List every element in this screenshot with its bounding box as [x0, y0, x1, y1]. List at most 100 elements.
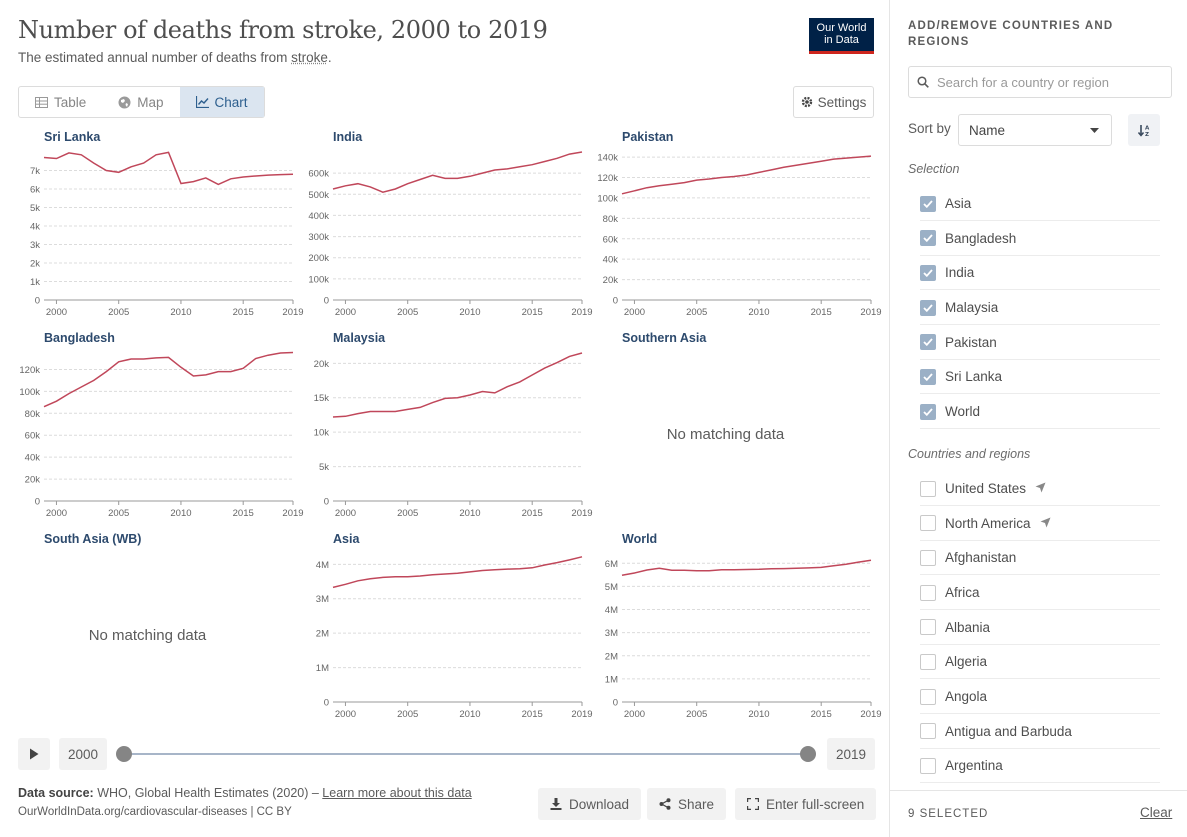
- x-tick-label: 2005: [397, 307, 418, 318]
- y-tick-label: 120k: [597, 173, 618, 184]
- source-url[interactable]: OurWorldInData.org/cardiovascular-diseas…: [18, 806, 292, 818]
- x-tick-label: 2015: [233, 508, 254, 519]
- settings-button[interactable]: Settings: [793, 86, 874, 118]
- facet-chart[interactable]: Bangladesh 0 20k 40k 60k 80k 100k 120k 2000 2005 2…: [0, 331, 303, 519]
- facet-chart[interactable]: Malaysia 0 5k 10k 15k 20k 2000 2005 2010 2015 2019: [289, 331, 593, 519]
- x-tick-label: 2015: [522, 709, 543, 720]
- facet-chart[interactable]: Asia 0 1M 2M 3M 4M 2000 2005 2010 2015 2019: [289, 532, 593, 720]
- x-tick-label: 2010: [459, 709, 480, 720]
- entity-name: Asia: [945, 196, 972, 211]
- entity-row[interactable]: Sri Lanka: [920, 360, 1160, 395]
- series-line: [43, 351, 294, 408]
- entity-row[interactable]: Angola: [920, 680, 1160, 715]
- x-tick-label: 2019: [282, 508, 303, 519]
- checkbox[interactable]: [920, 757, 936, 774]
- y-tick-label: 300k: [308, 232, 329, 243]
- search-input[interactable]: Search for a country or region: [908, 66, 1172, 98]
- x-tick-label: 2000: [46, 508, 67, 519]
- facet-chart[interactable]: World 0 1M 2M 3M 4M 5M 6M 2000 2005 2010 2015 2019: [578, 532, 882, 720]
- entity-row[interactable]: Argentina: [920, 749, 1160, 784]
- checkbox[interactable]: [920, 688, 936, 705]
- timeline-start-handle[interactable]: [116, 746, 132, 762]
- entity-row[interactable]: Afghanistan: [920, 541, 1160, 576]
- download-icon: [550, 798, 562, 810]
- checkmark-icon: [923, 338, 933, 347]
- checkmark-icon: [923, 199, 933, 208]
- share-button[interactable]: Share: [647, 788, 727, 820]
- tab-chart[interactable]: Chart: [179, 87, 264, 117]
- y-tick-label: 0: [35, 296, 40, 307]
- entity-row[interactable]: Pakistan: [920, 326, 1160, 360]
- entity-row[interactable]: Malaysia: [920, 291, 1160, 325]
- checkbox[interactable]: [920, 264, 936, 281]
- y-tick-label: 3M: [316, 594, 329, 605]
- x-tick-label: 2010: [170, 307, 191, 318]
- entity-row[interactable]: North America: [920, 507, 1160, 541]
- facet-title: World: [622, 532, 658, 546]
- checkbox[interactable]: [920, 584, 936, 601]
- checkbox[interactable]: [920, 368, 936, 385]
- checkbox[interactable]: [920, 653, 936, 670]
- learn-more-link[interactable]: Learn more about this data: [322, 786, 472, 800]
- download-button[interactable]: Download: [538, 788, 642, 820]
- entity-row[interactable]: Albania: [920, 611, 1160, 645]
- fullscreen-button[interactable]: Enter full-screen: [735, 788, 877, 820]
- checkbox[interactable]: [920, 619, 936, 636]
- x-tick-label: 2005: [108, 508, 129, 519]
- tab-table[interactable]: Table: [19, 87, 102, 117]
- entity-row[interactable]: United States: [920, 472, 1160, 506]
- y-tick-label: 10k: [314, 428, 330, 439]
- timeline-end-year[interactable]: 2019: [827, 738, 876, 770]
- x-tick-label: 2015: [522, 307, 543, 318]
- entity-row[interactable]: Africa: [920, 576, 1160, 610]
- entity-row[interactable]: Antigua and Barbuda: [920, 715, 1160, 749]
- clear-button[interactable]: Clear: [1140, 805, 1173, 820]
- facet-chart[interactable]: Pakistan 0 20k 40k 60k 80k 100k 120k 140k 2000 200…: [578, 130, 881, 318]
- y-tick-label: 60k: [603, 234, 619, 245]
- facet-chart[interactable]: India 0 100k 200k 300k 400k 500k 600k 2000 2005 20…: [289, 130, 592, 318]
- owid-logo[interactable]: Our World in Data: [809, 18, 874, 54]
- entity-row[interactable]: Bangladesh: [920, 222, 1160, 256]
- checkbox[interactable]: [920, 299, 936, 316]
- facet-chart[interactable]: Southern Asia No matching data: [578, 331, 873, 517]
- timeline-track[interactable]: [124, 753, 808, 755]
- checkbox[interactable]: [920, 723, 936, 740]
- x-tick-label: 2015: [522, 508, 543, 519]
- sort-select[interactable]: Name: [958, 114, 1112, 146]
- entity-name: Algeria: [945, 654, 988, 670]
- facet-chart[interactable]: South Asia (WB) No matching data: [0, 532, 295, 718]
- source-label: Data source:: [18, 786, 94, 800]
- fullscreen-label: Enter full-screen: [766, 796, 865, 812]
- checkbox[interactable]: [920, 480, 936, 497]
- entity-row[interactable]: India: [920, 256, 1160, 291]
- y-tick-label: 6k: [30, 185, 40, 196]
- checkbox[interactable]: [920, 195, 936, 212]
- x-tick-label: 2005: [108, 307, 129, 318]
- checkbox[interactable]: [920, 515, 936, 532]
- stroke-definition-link[interactable]: stroke: [291, 50, 328, 65]
- sort-alpha-icon: AZ: [1137, 124, 1150, 137]
- entity-row[interactable]: Asia: [920, 187, 1160, 221]
- timeline-start-year[interactable]: 2000: [59, 738, 108, 770]
- entity-row[interactable]: World: [920, 395, 1160, 430]
- x-tick-label: 2015: [811, 709, 832, 720]
- y-tick-label: 200k: [308, 253, 329, 264]
- tab-chart-label: Chart: [214, 94, 248, 110]
- search-icon: [917, 76, 929, 88]
- facet-chart[interactable]: Sri Lanka 0 1k 2k 3k 4k 5k 6k 7k 2000 2005 2010 2015…: [0, 130, 304, 318]
- tab-map[interactable]: Map: [102, 87, 179, 117]
- checkbox[interactable]: [920, 334, 936, 351]
- entity-name: United States: [945, 481, 1027, 496]
- play-button[interactable]: [18, 738, 50, 770]
- entity-name: Africa: [945, 585, 980, 600]
- y-tick-label: 120k: [19, 365, 40, 376]
- checkbox[interactable]: [920, 549, 936, 566]
- caret-down-icon: [1090, 127, 1099, 133]
- x-tick-label: 2015: [811, 307, 832, 318]
- checkbox[interactable]: [920, 403, 936, 420]
- checkbox[interactable]: [920, 230, 936, 247]
- y-tick-label: 0: [35, 497, 40, 508]
- timeline-end-handle[interactable]: [800, 746, 816, 762]
- entity-row[interactable]: Algeria: [920, 645, 1160, 680]
